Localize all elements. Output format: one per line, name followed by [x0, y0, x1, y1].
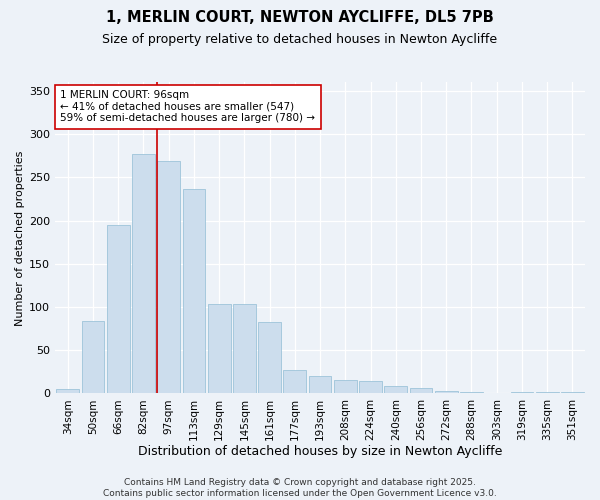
Bar [561, 392, 584, 394]
Bar [385, 386, 407, 394]
Bar [157, 161, 180, 394]
Bar [536, 392, 559, 394]
Bar [208, 304, 230, 394]
Y-axis label: Number of detached properties: Number of detached properties [15, 150, 25, 326]
Text: 1 MERLIN COURT: 96sqm
← 41% of detached houses are smaller (547)
59% of semi-det: 1 MERLIN COURT: 96sqm ← 41% of detached … [61, 90, 316, 124]
Bar [82, 321, 104, 394]
Bar [182, 188, 205, 394]
Bar [233, 304, 256, 394]
Text: Size of property relative to detached houses in Newton Aycliffe: Size of property relative to detached ho… [103, 32, 497, 46]
Bar [511, 392, 533, 394]
Bar [410, 388, 433, 394]
Text: 1, MERLIN COURT, NEWTON AYCLIFFE, DL5 7PB: 1, MERLIN COURT, NEWTON AYCLIFFE, DL5 7P… [106, 10, 494, 25]
Bar [309, 376, 331, 394]
Bar [460, 392, 483, 394]
Bar [56, 389, 79, 394]
Bar [359, 382, 382, 394]
Bar [435, 391, 458, 394]
Bar [107, 225, 130, 394]
Bar [132, 154, 155, 394]
Text: Contains HM Land Registry data © Crown copyright and database right 2025.
Contai: Contains HM Land Registry data © Crown c… [103, 478, 497, 498]
Bar [258, 322, 281, 394]
X-axis label: Distribution of detached houses by size in Newton Aycliffe: Distribution of detached houses by size … [138, 444, 502, 458]
Bar [334, 380, 356, 394]
Bar [283, 370, 306, 394]
